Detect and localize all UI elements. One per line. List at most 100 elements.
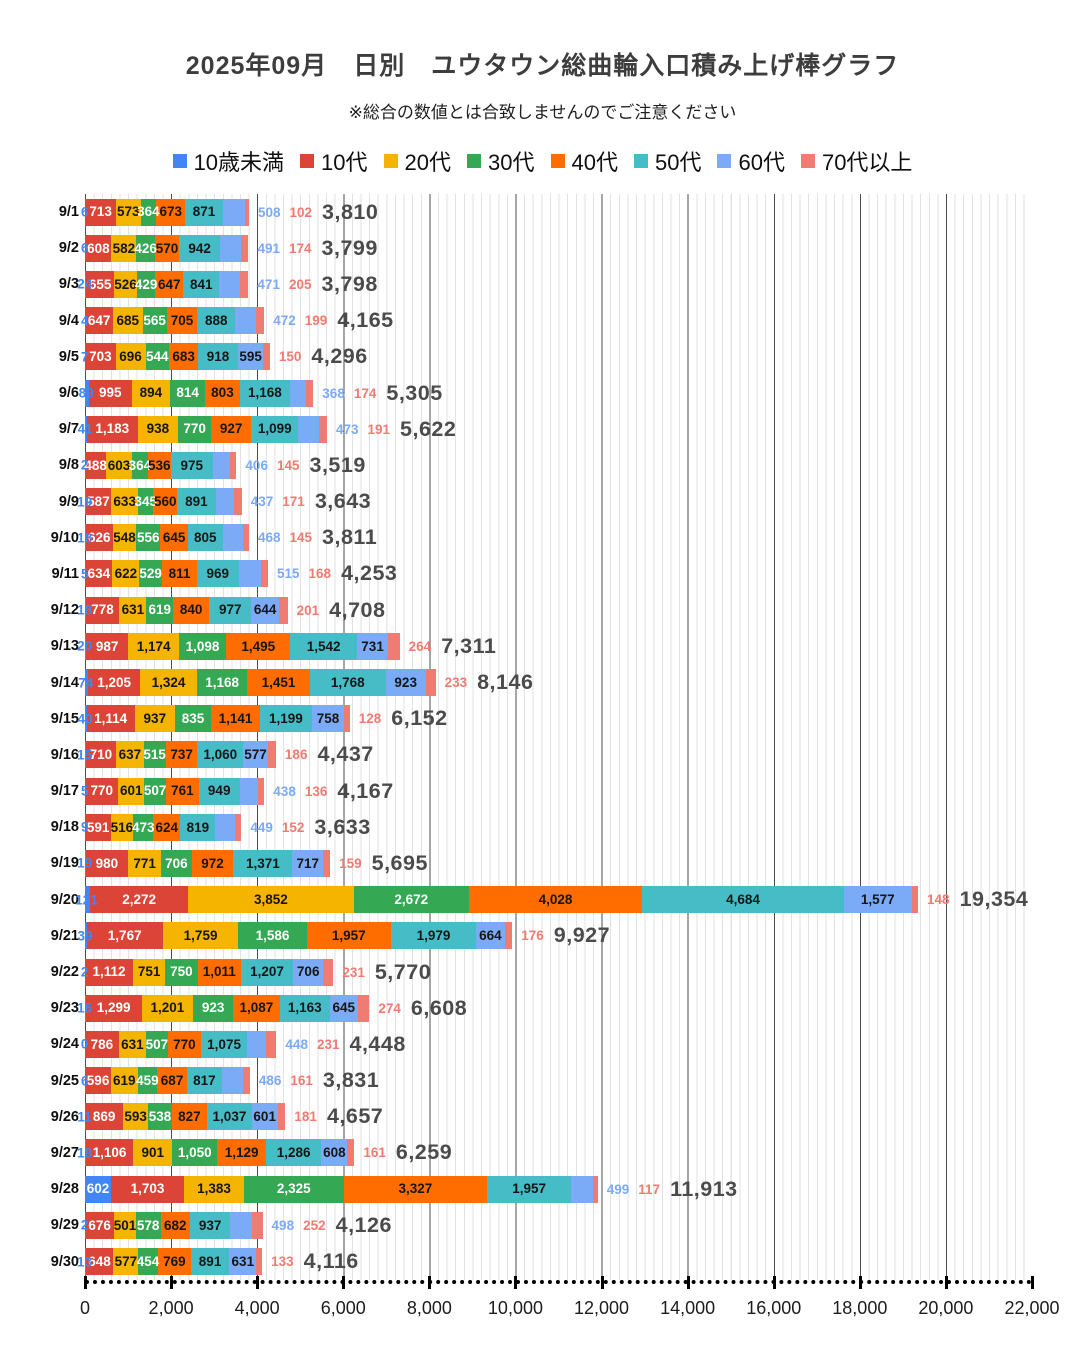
bar-segment-70代以上 (234, 813, 242, 841)
segment-label: 19 (77, 494, 93, 510)
bar-segment-10代: 995 (88, 379, 132, 407)
date-label: 9/15 (50, 710, 79, 727)
bar-segment-50代: 841 (183, 270, 220, 298)
row-total: 4,657 (326, 1104, 384, 1129)
bar-segment-50代: 977 (209, 596, 252, 624)
chart-row: 9/4 4 647 685 565 705 888 472 199 4,165 (59, 303, 1032, 339)
bar-segment-40代: 827 (171, 1103, 208, 1131)
bar-segment-20代: 603 (106, 451, 133, 479)
outside-segment-label: 174 (353, 385, 377, 401)
bar-segment-40代: 972 (191, 849, 234, 877)
segment-label: 529 (139, 566, 162, 582)
chart-row: 9/15 40 1,114 937 835 1,141 1,199 758 128 6,152 (51, 701, 1032, 737)
segment-label: 817 (193, 1072, 216, 1088)
date-label: 9/14 (50, 674, 79, 691)
bar-segment-50代: 1,168 (239, 379, 290, 407)
bar-segment-20代: 633 (111, 488, 139, 516)
bar-segment-10代: 710 (85, 741, 117, 769)
bar-segment-20代: 637 (116, 741, 144, 769)
bar-track: 16 1,299 1,201 923 1,087 1,163 645 274 6,608 (77, 994, 467, 1022)
bar-segment-30代: 364 (129, 451, 151, 479)
outside-segment-label: 486 (258, 1073, 282, 1089)
legend-swatch-icon (172, 154, 187, 168)
row-total: 3,810 (322, 199, 379, 224)
segment-label: 40 (77, 711, 93, 727)
segment-label: 894 (139, 385, 163, 401)
segment-label: 737 (170, 747, 193, 763)
bar-track: 11 869 593 538 827 1,037 601 181 4,657 (77, 1103, 384, 1131)
segment-label: 41 (77, 421, 93, 437)
row-total: 3,798 (321, 271, 378, 296)
bar-track: 7 703 696 544 683 918 595 150 4,296 (81, 343, 368, 371)
legend-swatch-icon (717, 154, 732, 168)
bar-segment-60代 (247, 1030, 267, 1058)
bar-segment-10歳未満 (85, 1248, 86, 1276)
outside-segment-label: 145 (289, 530, 313, 546)
segment-label: 595 (239, 349, 262, 365)
outside-segment-label: 498 (271, 1217, 295, 1233)
bar-segment-50代: 4,684 (642, 886, 844, 914)
bar-track: 19 980 771 706 972 1,371 717 159 5,695 (77, 849, 428, 877)
bar-segment-60代 (215, 488, 235, 516)
bar-segment-50代: 949 (198, 777, 240, 805)
bar-segment-20代: 937 (134, 705, 175, 733)
segment-label: 538 (148, 1109, 172, 1125)
outside-segment-label: 508 (257, 204, 281, 220)
bar-segment-20代: 631 (119, 596, 147, 624)
bar-segment-30代: 507 (144, 777, 166, 805)
bar-segment-60代 (215, 813, 235, 841)
bar-segment-50代: 1,286 (265, 1139, 322, 1167)
legend-label: 50代 (654, 150, 702, 175)
bar-segment-10歳未満 (85, 524, 86, 552)
chart-row: 9/3 24 655 526 429 647 841 471 205 3,798 (59, 266, 1032, 302)
outside-segment-label: 201 (296, 602, 320, 618)
bar-segment-20代: 577 (113, 1248, 139, 1276)
bar-segment-40代: 536 (147, 451, 171, 479)
outside-segment-label: 168 (308, 566, 332, 582)
segment-label: 1,383 (197, 1181, 231, 1197)
bar-segment-70代以上 (344, 705, 350, 733)
row-total: 5,695 (371, 850, 428, 875)
outside-segment-label: 448 (285, 1036, 308, 1052)
bar-segment-50代: 1,768 (309, 669, 386, 697)
bar-segment-50代: 1,060 (197, 741, 244, 769)
legend-swatch-icon (800, 154, 815, 168)
bar-segment-50代: 969 (196, 560, 239, 588)
segment-label: 619 (148, 602, 171, 618)
row-total: 4,126 (335, 1212, 392, 1237)
segment-label: 19 (77, 855, 93, 871)
bar-segment-30代: 529 (139, 560, 163, 588)
bar-segment-40代: 803 (205, 379, 240, 407)
chart-row: 9/23 16 1,299 1,201 923 1,087 1,163 645 274 6,608 (51, 990, 1032, 1026)
x-axis-tick-label: 0 (79, 1297, 91, 1318)
date-label: 9/23 (50, 1000, 79, 1017)
x-axis-tick-label: 22,000 (1004, 1297, 1060, 1318)
chart-row: 9/26 11 869 593 538 827 1,037 601 181 4,657 (51, 1099, 1032, 1135)
legend-swatch-icon (633, 154, 648, 168)
segment-label: 501 (113, 1217, 137, 1233)
legend-label: 70代以上 (821, 150, 913, 175)
date-label: 9/7 (58, 421, 79, 438)
bar-segment-70代以上 (592, 1175, 598, 1203)
outside-segment-label: 191 (367, 421, 391, 437)
bar-segment-10代: 987 (85, 632, 129, 660)
date-label: 9/18 (50, 819, 79, 836)
segment-label: 526 (114, 276, 137, 292)
bar-track: 602 1,703 1,383 2,325 3,327 1,957 499 117 11,913 (85, 1175, 738, 1203)
bar-segment-20代: 894 (131, 379, 171, 407)
bar-segment-10代: 596 (85, 1067, 111, 1095)
bar-segment-60代 (222, 198, 245, 226)
segment-label: 4,684 (726, 891, 760, 907)
bar-segment-70代以上 (244, 198, 249, 226)
axis-tick (1031, 1275, 1034, 1289)
segment-label: 751 (137, 964, 161, 980)
segment-label: 556 (136, 530, 160, 546)
row-total: 5,305 (386, 380, 443, 405)
segment-label: 949 (207, 783, 231, 799)
outside-segment-label: 174 (289, 240, 312, 256)
bar-segment-30代: 544 (145, 343, 169, 371)
axis-tick (944, 1275, 948, 1289)
bar-segment-40代: 683 (168, 343, 199, 371)
segment-label: 969 (206, 566, 230, 582)
bar-segment-30代: 364 (137, 198, 160, 226)
